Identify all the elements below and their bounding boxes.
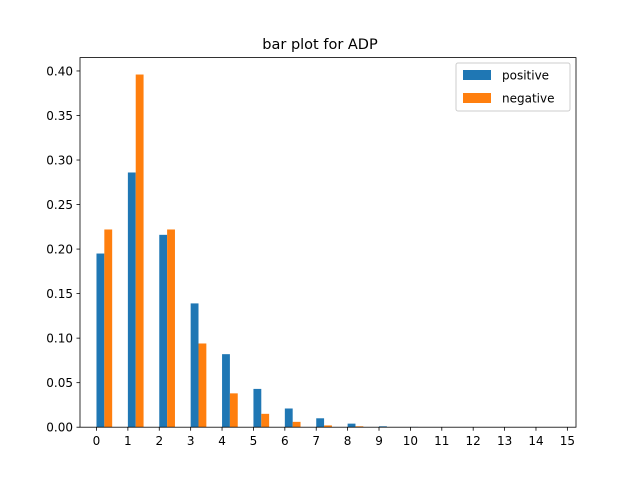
bar-positive-9 [379, 426, 387, 428]
plot-area [79, 57, 577, 428]
x-tick-label-4: 4 [218, 434, 226, 448]
legend-swatch-positive [463, 70, 491, 80]
x-tick-label-3: 3 [187, 434, 195, 448]
x-tick-label-7: 7 [312, 434, 320, 448]
bars-group [96, 74, 450, 428]
legend-swatch-negative [463, 93, 491, 103]
bar-positive-5 [253, 388, 262, 428]
y-tick-label-0.25: 0.25 [46, 198, 73, 212]
y-axis: 0.00 0.05 0.10 0.15 0.20 0.25 0.30 0.35 0.40 [46, 64, 80, 435]
y-tick-label-0.20: 0.20 [46, 242, 73, 256]
x-tick-label-15: 15 [560, 434, 575, 448]
chart-title: bar plot for ADP [262, 37, 378, 53]
legend-label-positive: positive [502, 68, 549, 82]
bar-positive-2 [159, 234, 168, 428]
x-tick-label-12: 12 [466, 434, 481, 448]
bar-negative-8 [355, 426, 364, 428]
y-tick-label-0.10: 0.10 [46, 331, 73, 345]
x-tick-label-11: 11 [434, 434, 449, 448]
y-tick-label-0.35: 0.35 [46, 109, 73, 123]
x-tick-label-8: 8 [344, 434, 352, 448]
y-tick-label-0.15: 0.15 [46, 287, 73, 301]
x-tick-label-9: 9 [375, 434, 383, 448]
x-tick-label-6: 6 [281, 434, 289, 448]
bar-negative-2 [167, 229, 175, 428]
x-tick-label-2: 2 [155, 434, 163, 448]
x-tick-label-14: 14 [528, 434, 543, 448]
bar-negative-5 [261, 413, 270, 428]
bar-negative-0 [104, 229, 113, 428]
bar-negative-6 [292, 421, 301, 428]
legend: positive negative [455, 62, 571, 112]
y-tick-label-0.00: 0.00 [46, 421, 73, 435]
x-tick-label-5: 5 [250, 434, 258, 448]
bar-negative-1 [135, 74, 144, 428]
x-tick-label-13: 13 [497, 434, 512, 448]
bar-negative-7 [324, 425, 332, 428]
x-axis: 0 1 2 3 4 5 6 7 8 9 10 11 12 13 14 15 [93, 427, 575, 448]
y-tick-label-0.30: 0.30 [46, 153, 73, 167]
bar-positive-4 [222, 354, 230, 428]
y-tick-label-0.05: 0.05 [46, 376, 73, 390]
legend-label-negative: negative [502, 91, 554, 105]
bar-positive-6 [284, 408, 293, 428]
bar-positive-1 [127, 172, 136, 428]
bar-positive-7 [316, 418, 325, 428]
bar-positive-0 [96, 253, 105, 428]
bar-positive-8 [347, 423, 356, 428]
bar-negative-3 [198, 343, 207, 428]
bar-positive-3 [190, 303, 199, 428]
bar-negative-4 [229, 393, 238, 428]
x-tick-label-10: 10 [403, 434, 418, 448]
x-tick-label-1: 1 [124, 434, 132, 448]
y-tick-label-0.40: 0.40 [46, 64, 73, 78]
x-tick-label-0: 0 [93, 434, 101, 448]
